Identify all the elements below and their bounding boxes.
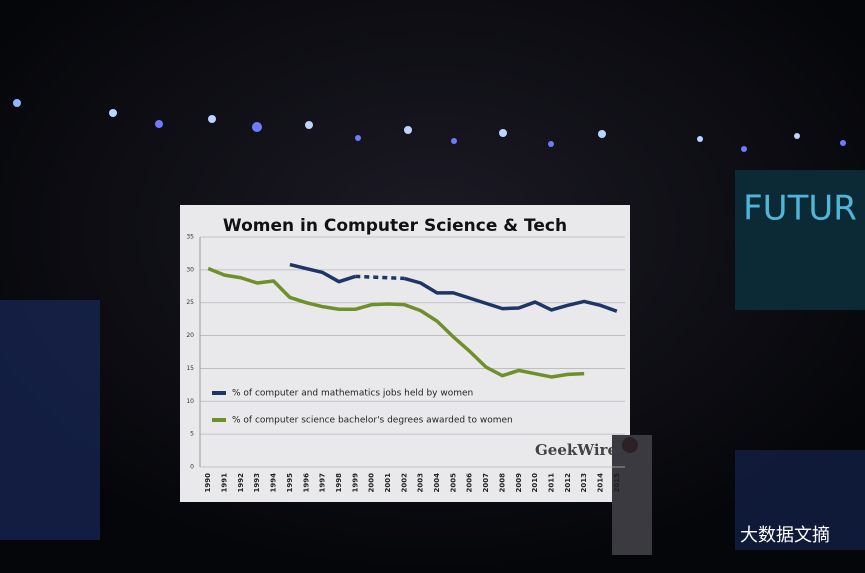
x-tick-label: 1996 [302,473,310,493]
x-tick-label: 1990 [204,473,212,493]
y-tick-label: 20 [186,332,194,339]
speaker [612,435,652,555]
x-tick-label: 2004 [433,473,441,493]
x-tick-label: 2010 [531,473,539,493]
x-tick-label: 1997 [319,473,327,493]
x-tick-label: 1992 [237,473,245,493]
y-tick-label: 5 [190,431,194,438]
watermark: 大数据文摘 [740,525,830,546]
chart-title: Women in Computer Science & Tech [223,216,567,236]
x-tick-label: 2001 [384,473,392,493]
x-tick-label: 2008 [498,473,506,493]
lights [13,99,846,152]
y-tick-label: 10 [186,398,194,405]
x-tick-label: 2005 [449,473,457,493]
brand: GeekWire [535,441,617,459]
stage-sign: FUTUR [743,189,857,229]
plot: 0 5 10 15 20 25 30 35 1990 1991 1992 1993 1994 1995 19… [186,234,625,493]
y-tick-label: 35 [186,234,194,241]
x-tick-label: 2007 [482,473,490,493]
x-tick-label: 2006 [466,473,474,493]
x-tick-label: 2011 [547,473,555,493]
sign-panel [735,170,865,310]
x-tick-label: 2002 [400,473,408,493]
x-tick-label: 2000 [368,473,376,493]
x-tick-label: 2009 [515,473,523,493]
y-tick-label: 25 [186,299,194,306]
x-tick-label: 2012 [564,473,572,493]
y-tick-label: 15 [186,365,194,372]
slide [180,205,630,502]
x-tick-label: 2015 [613,473,621,493]
y-tick-label: 30 [186,266,194,273]
legend-label: % of computer and mathematics jobs held … [232,389,473,399]
x-tick-label: 1998 [335,473,343,493]
x-tick-label: 2014 [596,473,604,493]
series-line [289,262,618,313]
x-tick-label: 1991 [221,473,229,493]
x-tick-label: 1993 [253,473,261,493]
stage-left [0,300,100,540]
x-tick-label: 1995 [286,473,294,493]
x-tick-label: 1994 [270,473,278,493]
x-tick-label: 2003 [417,473,425,493]
stage-right [735,450,865,550]
series-line [207,266,585,379]
x-tick-label: 1999 [351,473,359,493]
speaker-head [622,437,638,453]
gap-connector [355,274,405,281]
legend-label: % of computer science bachelor's degrees… [232,416,513,426]
x-tick-label: 2013 [580,473,588,493]
y-tick-label: 0 [190,464,194,471]
